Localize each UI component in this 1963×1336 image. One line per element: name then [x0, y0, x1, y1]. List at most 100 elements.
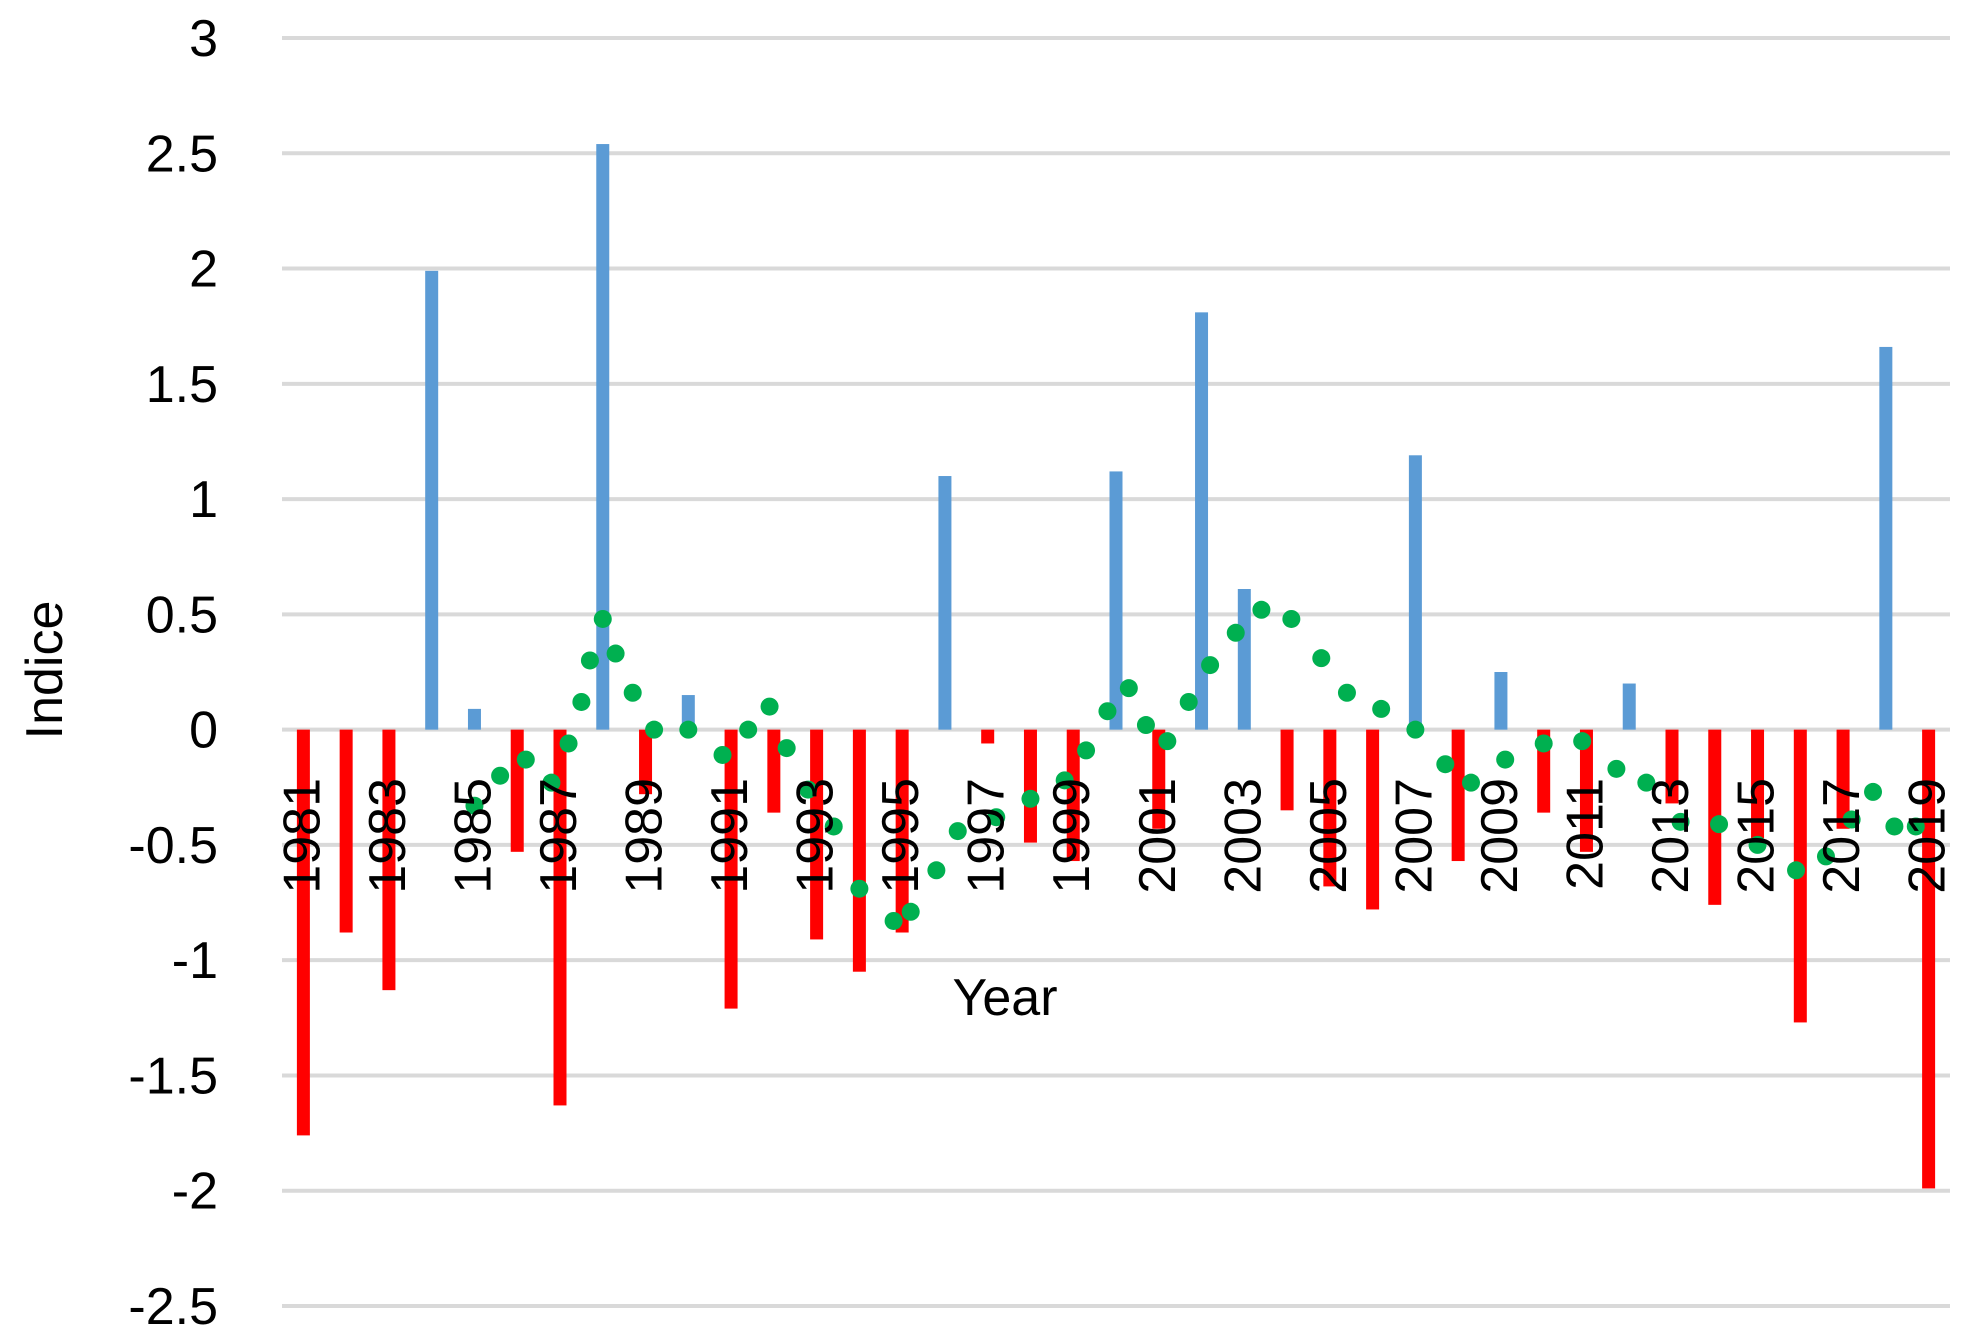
bar-1994 — [852, 729, 866, 972]
trend-dot — [1337, 683, 1356, 702]
y-tick-label: -1 — [172, 932, 218, 990]
x-tick-label: 1995 — [872, 778, 930, 894]
bar-1995 — [895, 729, 909, 933]
trend-dot — [542, 773, 561, 792]
x-tick-label: 2005 — [1300, 778, 1358, 894]
trend-dot — [1906, 817, 1925, 836]
bar-2012 — [1622, 683, 1636, 730]
bar-2011 — [1579, 729, 1593, 852]
y-tick-label: 2 — [189, 241, 218, 299]
y-axis-tick-labels: 3 2.5 2 1.5 1 0.5 0 -0.5 -1 -1.5 -2 -2.5 — [128, 10, 218, 1336]
bar-1993 — [810, 729, 824, 940]
bar-2000 — [1109, 471, 1123, 730]
trend-dot — [824, 817, 843, 836]
trend-dot — [1842, 810, 1861, 829]
x-tick-label: 1981 — [273, 778, 331, 894]
x-tick-label: 2019 — [1899, 778, 1957, 894]
trend-dot — [1136, 716, 1155, 735]
bar-2002 — [1195, 312, 1209, 730]
trend-dot — [948, 822, 967, 841]
bar-1996 — [938, 476, 952, 730]
bar-1982 — [339, 729, 353, 933]
y-tick-label: 1 — [189, 471, 218, 529]
bar-2006 — [1366, 729, 1380, 910]
bar-2007 — [1408, 455, 1422, 730]
x-tick-label: 2011 — [1556, 778, 1614, 890]
trend-dot — [1252, 600, 1271, 619]
x-tick-label: 1983 — [359, 778, 417, 894]
bar-2001 — [1152, 729, 1166, 829]
x-tick-label: 2009 — [1471, 778, 1529, 894]
bar-1998 — [1023, 729, 1037, 843]
trend-dot — [580, 651, 599, 670]
trend-dot — [1671, 812, 1690, 831]
trend-dot — [850, 879, 869, 898]
bar-1992 — [767, 729, 781, 813]
trend-dot — [1158, 732, 1177, 751]
bar-2008 — [1451, 729, 1465, 862]
bar-2015 — [1751, 729, 1765, 838]
y-tick-label: -2.5 — [128, 1278, 218, 1336]
x-tick-label: 1999 — [1043, 778, 1101, 894]
x-tick-label: 2017 — [1813, 778, 1871, 894]
trend-dot — [1372, 699, 1391, 718]
y-tick-label: -2 — [172, 1163, 218, 1221]
trend-dot — [1461, 773, 1480, 792]
y-tick-label: 1.5 — [146, 356, 218, 414]
trend-dot — [1119, 679, 1138, 698]
x-axis-title: Year — [952, 969, 1057, 1027]
trend-dot — [1406, 720, 1425, 739]
bar-1983 — [382, 729, 396, 991]
y-tick-label: -1.5 — [128, 1047, 218, 1105]
x-tick-label: 2015 — [1728, 778, 1786, 894]
bar-1981 — [296, 729, 310, 1136]
y-tick-label: 0.5 — [146, 586, 218, 644]
trend-dot — [465, 796, 484, 815]
trend-dot — [1055, 771, 1074, 790]
bar-2009 — [1494, 672, 1508, 730]
bar-1999 — [1066, 729, 1080, 862]
x-tick-label: 2003 — [1214, 778, 1272, 894]
bar-1984 — [425, 270, 439, 730]
trend-dot — [1816, 847, 1835, 866]
trend-dot — [1864, 782, 1883, 801]
x-tick-label: 1991 — [701, 778, 759, 894]
trend-dot — [739, 720, 758, 739]
trend-dot — [799, 780, 818, 799]
y-axis-title: Indice — [16, 601, 74, 740]
x-tick-label: 2007 — [1385, 778, 1443, 894]
trend-dot — [1710, 815, 1729, 834]
trend-dot — [1436, 755, 1455, 774]
trend-dot — [1282, 609, 1301, 628]
bar-2013 — [1665, 729, 1679, 804]
trend-dot — [1607, 759, 1626, 778]
trend-dot — [1021, 789, 1040, 808]
trend-dot — [516, 750, 535, 769]
trend-dot — [1748, 835, 1767, 854]
bar-1985 — [467, 708, 481, 730]
trend-dot — [559, 734, 578, 753]
trend-dot — [1312, 649, 1331, 668]
trend-dot — [1226, 623, 1245, 642]
trend-dot — [1534, 734, 1553, 753]
trend-dot — [1098, 702, 1117, 721]
x-tick-label: 1987 — [530, 778, 588, 894]
trend-dot — [1787, 861, 1806, 880]
trend-dot — [987, 808, 1006, 827]
trend-dot — [1573, 732, 1592, 751]
trend-dot — [1179, 692, 1198, 711]
bars — [296, 144, 1936, 1189]
bar-2003 — [1237, 589, 1251, 730]
trend-dot — [645, 720, 664, 739]
bar-1988 — [596, 144, 610, 730]
trend-dot — [606, 644, 625, 663]
trend-dot — [1885, 817, 1904, 836]
x-axis-tick-labels: 1981 1983 1985 1987 1989 1991 1993 1995 1997 1999… — [273, 778, 1956, 894]
trend-dot — [1637, 773, 1656, 792]
bar-1989 — [639, 729, 653, 795]
trend-dot — [491, 766, 510, 785]
trend-dot — [927, 861, 946, 880]
x-tick-label: 1989 — [616, 778, 674, 894]
bar-1991 — [724, 729, 738, 1009]
